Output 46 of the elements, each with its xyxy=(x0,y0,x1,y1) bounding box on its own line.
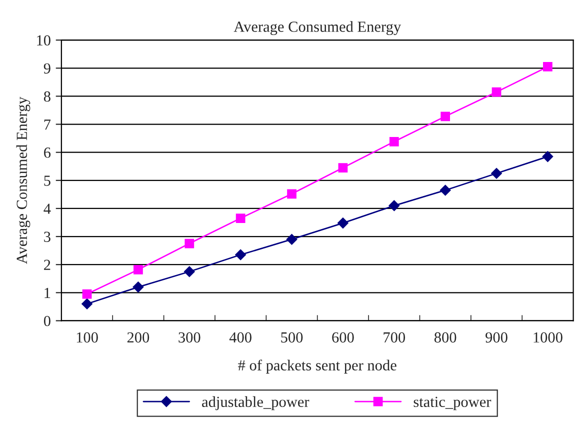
point xyxy=(389,136,399,146)
point xyxy=(338,218,348,228)
point xyxy=(184,266,195,278)
x-tick-label: 500 xyxy=(281,332,303,343)
y-tick-label: 2 xyxy=(44,260,50,270)
point xyxy=(440,184,451,196)
x-tick-label: 100 xyxy=(76,332,98,343)
y-tick-label: 3 xyxy=(44,232,50,242)
x-tick-label: 700 xyxy=(384,332,406,343)
point xyxy=(388,200,400,212)
x-tick-label: 800 xyxy=(434,332,456,343)
y-tick-label: 1 xyxy=(44,288,50,298)
x-axis-title: # of packets sent per node xyxy=(238,360,396,374)
y-tick-label: 5 xyxy=(44,176,50,186)
point xyxy=(287,189,296,199)
x-tick-label: 600 xyxy=(332,332,354,343)
point xyxy=(543,62,552,72)
x-tick-label: 900 xyxy=(486,332,508,343)
point xyxy=(492,87,502,97)
chart-title: Average Consumed Energy xyxy=(234,21,402,36)
point xyxy=(491,168,502,179)
x-tick-label: 400 xyxy=(229,332,252,343)
point xyxy=(82,298,92,310)
y-tick-label: 10 xyxy=(37,35,50,46)
point xyxy=(338,163,348,172)
point xyxy=(82,289,92,299)
y-tick-label: 6 xyxy=(44,148,51,158)
y-tick-label: 7 xyxy=(44,120,51,130)
point xyxy=(542,151,554,162)
y-axis-title: Average Consumed Energy xyxy=(16,96,30,264)
point xyxy=(235,249,246,260)
point xyxy=(236,214,246,223)
x-tick-label: 300 xyxy=(178,332,200,343)
point xyxy=(440,112,450,122)
legend-label: static_power xyxy=(414,396,492,410)
y-tick-label: 4 xyxy=(44,204,51,214)
legend-label: adjustable_power xyxy=(202,396,310,410)
x-tick-label: 1000 xyxy=(534,332,562,343)
y-tick-label: 8 xyxy=(44,91,50,102)
x-tick-label: 200 xyxy=(127,332,150,343)
point xyxy=(132,282,144,292)
y-tick-label: 0 xyxy=(44,316,50,326)
point xyxy=(134,264,143,274)
point xyxy=(286,234,298,245)
y-tick-label: 9 xyxy=(44,63,50,74)
point xyxy=(184,238,194,248)
